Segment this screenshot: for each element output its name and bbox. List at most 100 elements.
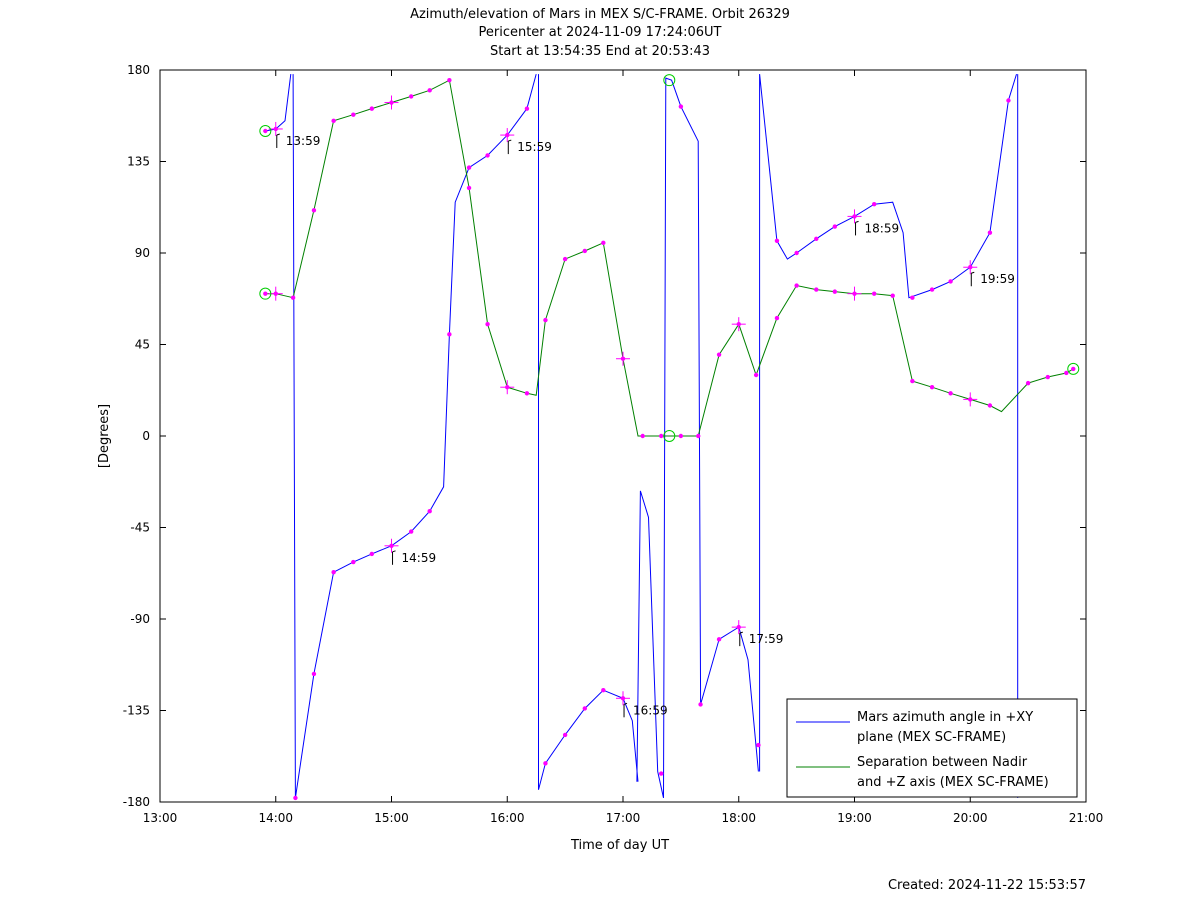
- data-point-marker: [832, 224, 838, 229]
- data-point-marker: [658, 433, 664, 439]
- x-tick-label: 13:00: [143, 811, 178, 825]
- time-annotation: 16:59: [633, 703, 668, 717]
- azimuth-series-line: [1017, 74, 1021, 798]
- data-point-marker: [814, 236, 819, 241]
- data-point-marker: [1006, 98, 1011, 103]
- x-tick-label: 21:00: [1069, 811, 1104, 825]
- x-tick-label: 17:00: [606, 811, 641, 825]
- data-point-marker: [716, 637, 722, 642]
- time-annotation: 13:59: [286, 134, 321, 148]
- data-point-marker: [311, 208, 317, 213]
- data-point-marker: [524, 106, 530, 111]
- data-point-marker: [756, 742, 761, 748]
- data-point-marker: [1064, 370, 1069, 376]
- data-point-marker: [871, 291, 877, 296]
- data-point-marker: [263, 291, 268, 296]
- legend: Mars azimuth angle in +XY plane (MEX SC-…: [786, 698, 1078, 798]
- data-point-marker: [263, 128, 268, 134]
- data-point-marker: [948, 391, 953, 396]
- endpoint-circle-marker: [663, 74, 676, 87]
- data-point-marker: [774, 315, 780, 321]
- legend-label-azimuth-2: plane (MEX SC-FRAME): [857, 730, 1006, 745]
- data-point-marker: [427, 509, 432, 514]
- data-point-marker: [890, 293, 895, 298]
- data-point-marker: [485, 153, 490, 158]
- y-tick-label: -180: [123, 795, 150, 809]
- annotation-pointer-hook: [739, 631, 743, 634]
- marker-layer: [259, 74, 1080, 801]
- data-point-marker: [331, 118, 336, 124]
- data-point-marker: [543, 317, 548, 323]
- data-point-marker: [814, 287, 819, 292]
- time-annotation: 18:59: [865, 221, 900, 235]
- legend-box: [786, 698, 1078, 798]
- endpoint-circle-marker: [1067, 362, 1080, 375]
- data-point-marker: [698, 702, 703, 707]
- data-point-marker: [351, 559, 356, 565]
- data-point-marker: [929, 287, 935, 292]
- data-point-marker: [987, 230, 993, 235]
- data-point-marker: [832, 289, 838, 294]
- data-point-marker: [447, 332, 452, 337]
- azimuth-series-line: [292, 73, 537, 798]
- data-point-marker: [582, 706, 588, 711]
- data-point-marker: [678, 433, 684, 439]
- legend-label-separation-1: Separation between Nadir: [857, 755, 1028, 770]
- data-point-marker: [1045, 374, 1051, 380]
- x-tick-label: 16:00: [490, 811, 525, 825]
- legend-label-azimuth-1: Mars azimuth angle in +XY: [857, 710, 1033, 725]
- data-point-marker: [716, 352, 722, 357]
- time-annotation: 15:59: [517, 140, 552, 154]
- data-point-marker: [774, 238, 780, 243]
- data-point-marker: [408, 94, 414, 99]
- data-point-marker: [408, 529, 414, 534]
- time-annotation: 17:59: [749, 632, 784, 646]
- data-point-marker: [1071, 366, 1076, 372]
- y-tick-label: 180: [127, 63, 150, 77]
- data-point-marker: [794, 250, 799, 256]
- data-point-marker: [948, 279, 953, 284]
- data-point-marker: [331, 570, 336, 575]
- series-layer: [265, 73, 1074, 799]
- annotation-pointer-hook: [855, 220, 859, 223]
- legend-label-separation-2: and +Z axis (MEX SC-FRAME): [857, 775, 1049, 790]
- data-point-marker: [658, 771, 664, 776]
- data-point-marker: [369, 106, 375, 111]
- data-point-marker: [562, 256, 568, 262]
- endpoint-circle-marker: [259, 125, 272, 137]
- data-point-marker: [753, 372, 759, 378]
- time-annotation: 14:59: [402, 551, 437, 565]
- separation-series-line: [265, 79, 1074, 437]
- annotation-pointer-hook: [508, 139, 512, 142]
- data-point-marker: [929, 385, 935, 390]
- annotation-pointer-hook: [276, 133, 280, 136]
- chart-title-line3: Start at 13:54:35 End at 20:53:43: [490, 44, 710, 59]
- x-tick-label: 19:00: [837, 811, 872, 825]
- chart-title-line1: Azimuth/elevation of Mars in MEX S/C-FRA…: [410, 7, 790, 22]
- data-point-marker: [290, 295, 296, 300]
- data-point-marker: [293, 795, 298, 801]
- data-point-marker: [794, 283, 799, 288]
- annotation-pointer-hook: [623, 702, 628, 705]
- data-point-marker: [871, 202, 877, 207]
- x-tick-label: 18:00: [721, 811, 756, 825]
- tick-layer: 13:00 14:00 15:00 16:00 17:00 18:00 19:00 20:00…: [123, 63, 1104, 825]
- y-tick-label: -45: [130, 521, 150, 535]
- x-axis-label: Time of day UT: [570, 838, 669, 853]
- data-point-marker: [543, 761, 548, 766]
- annotation-pointer-hook: [392, 550, 396, 553]
- data-point-marker: [601, 240, 606, 246]
- data-point-marker: [466, 165, 472, 170]
- data-point-marker: [1025, 380, 1031, 386]
- y-tick-label: 135: [127, 155, 150, 169]
- y-tick-label: 90: [135, 246, 150, 260]
- azimuth-series-line: [538, 74, 639, 790]
- azimuth-series-line: [759, 73, 1017, 772]
- data-point-marker: [427, 88, 432, 93]
- y-axis-label: [Degrees]: [97, 404, 112, 468]
- data-point-marker: [447, 77, 452, 83]
- x-tick-label: 20:00: [953, 811, 988, 825]
- data-point-marker: [351, 112, 356, 117]
- data-point-marker: [910, 295, 915, 300]
